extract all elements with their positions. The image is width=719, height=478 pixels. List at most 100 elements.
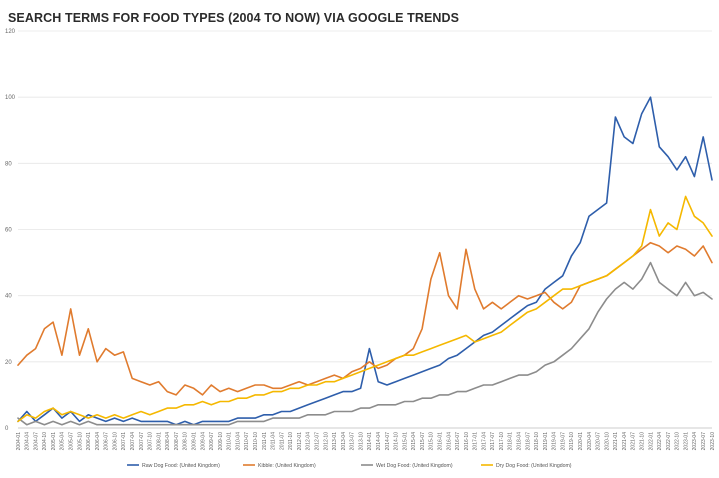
x-tick-label: 2011-10 — [288, 432, 294, 450]
x-tick-label: 2012-01 — [297, 432, 303, 451]
y-tick-label: 100 — [5, 95, 16, 101]
x-tick-label: 2018-01 — [508, 432, 514, 451]
x-tick-label: 2018-10 — [534, 432, 540, 451]
x-tick-label: 2012-07 — [314, 432, 320, 451]
legend-entry: Kibble: (United Kingdom) — [258, 463, 316, 469]
legend-entry: Raw Dog Food: (United Kingdom) — [142, 463, 220, 469]
x-tick-label: 2004-01 — [16, 432, 22, 451]
x-tick-label: 2011-04 — [271, 432, 277, 450]
x-tick-label: 2009-04 — [200, 432, 206, 451]
x-tick-label: 2017-01 — [473, 432, 479, 451]
x-tick-label: 2019-01 — [543, 432, 549, 451]
x-tick-label: 2009-10 — [218, 432, 224, 451]
chart-legend: Raw Dog Food: (United Kingdom) Kibble: (U… — [127, 463, 572, 469]
x-tick-label: 2014-01 — [367, 432, 373, 451]
y-tick-label: 80 — [5, 161, 12, 167]
x-tick-label: 2023-10 — [710, 432, 716, 451]
x-tick-label: 2022-04 — [657, 432, 663, 451]
x-tick-label: 2006-04 — [95, 432, 101, 451]
x-tick-label: 2013-07 — [350, 432, 356, 451]
x-tick-label: 2012-10 — [323, 432, 329, 451]
x-tick-label: 2013-10 — [358, 432, 364, 451]
x-tick-label: 2014-04 — [376, 432, 382, 451]
x-tick-label: 2021-07 — [631, 432, 637, 451]
x-tick-label: 2014-10 — [394, 432, 400, 451]
x-tick-label: 2015-10 — [429, 432, 435, 451]
x-tick-label: 2019-04 — [552, 432, 558, 451]
x-tick-label: 2017-04 — [481, 432, 487, 451]
x-tick-label: 2016-07 — [455, 432, 461, 451]
x-tick-label: 2005-04 — [60, 432, 66, 451]
x-tick-label: 2009-07 — [209, 432, 215, 451]
x-tick-label: 2010-07 — [244, 432, 250, 451]
x-tick-label: 2014-07 — [385, 432, 391, 451]
x-tick-label: 2018-04 — [517, 432, 523, 451]
x-tick-label: 2006-10 — [112, 432, 118, 451]
x-tick-label: 2016-04 — [446, 432, 452, 451]
y-tick-label: 20 — [5, 360, 12, 366]
x-tick-label: 2015-04 — [411, 432, 417, 451]
x-tick-label: 2021-10 — [640, 432, 646, 451]
x-tick-label: 2004-10 — [42, 432, 48, 451]
x-tick-label: 2023-01 — [683, 432, 689, 451]
x-tick-label: 2010-10 — [253, 432, 259, 451]
x-tick-label: 2010-01 — [227, 432, 233, 451]
x-tick-label: 2006-07 — [104, 432, 110, 451]
y-tick-label: 40 — [5, 294, 12, 300]
x-tick-label: 2022-10 — [675, 432, 681, 451]
x-tick-label: 2022-07 — [666, 432, 672, 451]
x-tick-label: 2013-04 — [341, 432, 347, 451]
series-line-4 — [17, 195, 713, 423]
x-tick-label: 2021-01 — [613, 432, 619, 451]
x-tick-label: 2013-01 — [332, 432, 338, 451]
chart-title: SEARCH TERMS FOR FOOD TYPES (2004 TO NOW… — [8, 11, 460, 25]
x-tick-label: 2020-01 — [578, 432, 584, 451]
x-tick-label: 2022-01 — [648, 432, 654, 451]
x-tick-label: 2006-01 — [86, 432, 92, 451]
x-tick-label: 2015-01 — [402, 432, 408, 451]
x-tick-label: 2020-07 — [596, 432, 602, 451]
x-tick-label: 2023-07 — [701, 432, 707, 451]
x-tick-label: 2005-10 — [77, 432, 83, 451]
x-tick-label: 2004-04 — [25, 432, 31, 451]
x-tick-label: 2016-01 — [437, 432, 443, 451]
x-tick-label: 2009-01 — [191, 432, 197, 451]
x-tick-label: 2004-07 — [33, 432, 39, 451]
y-tick-label: 60 — [5, 228, 12, 234]
series-line-1 — [17, 96, 713, 426]
y-tick-label: 120 — [5, 29, 16, 35]
x-tick-label: 2008-10 — [183, 432, 189, 451]
x-tick-label: 2021-04 — [622, 432, 628, 451]
series-line-3 — [17, 261, 713, 426]
chart-grid — [18, 30, 712, 429]
x-tick-label: 2007-07 — [139, 432, 145, 451]
x-tick-label: 2005-07 — [69, 432, 75, 451]
x-tick-label: 2005-01 — [51, 432, 57, 451]
x-tick-label: 2010-04 — [235, 432, 241, 451]
x-tick-label: 2016-10 — [464, 432, 470, 451]
x-tick-label: 2019-07 — [560, 432, 566, 451]
x-tick-label: 2018-07 — [525, 432, 531, 451]
x-tick-label: 2019-10 — [569, 432, 575, 451]
x-tick-label: 2017-07 — [490, 432, 496, 451]
y-axis-ticks: 0 20 40 60 80 100 120 — [5, 29, 16, 432]
x-tick-label: 2011-01 — [262, 432, 268, 450]
legend-entry: Dry Dog Food: (United Kingdom) — [496, 463, 572, 469]
x-tick-label: 2008-07 — [174, 432, 180, 451]
x-tick-label: 2015-07 — [420, 432, 426, 451]
series-lines — [17, 96, 713, 426]
y-tick-label: 0 — [5, 426, 9, 432]
x-tick-label: 2007-04 — [130, 432, 136, 451]
x-tick-label: 2008-04 — [165, 432, 171, 451]
legend-entry: Wet Dog Food: (United Kingdom) — [376, 463, 453, 469]
x-tick-label: 2007-01 — [121, 432, 127, 451]
x-tick-label: 2020-04 — [587, 432, 593, 451]
x-tick-label: 2023-04 — [692, 432, 698, 451]
x-tick-label: 2020-10 — [604, 432, 610, 451]
x-tick-label: 2012-04 — [306, 432, 312, 451]
x-tick-label: 2008-01 — [156, 432, 162, 451]
x-tick-label: 2017-10 — [499, 432, 505, 451]
x-tick-label: 2011-07 — [279, 432, 285, 450]
x-axis-ticks: 2004-01 2004-04 2004-07 2004-10 2005-01 2005-… — [16, 432, 716, 451]
